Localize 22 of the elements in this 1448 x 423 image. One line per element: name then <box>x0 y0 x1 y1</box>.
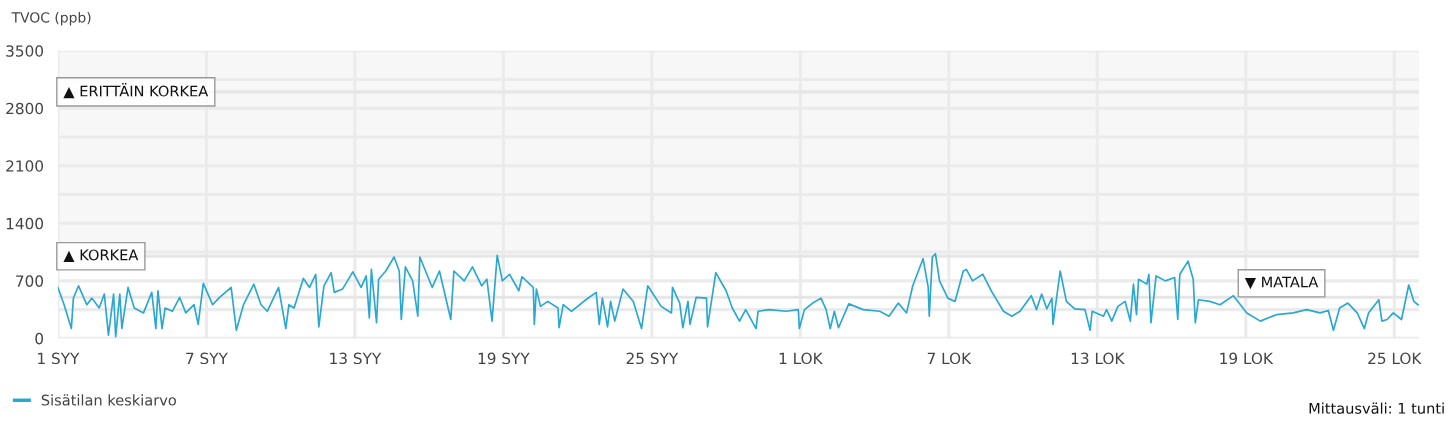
x-tick-label: 25 SYY <box>626 352 679 365</box>
x-tick-label: 19 LOK <box>1220 352 1274 365</box>
y-axis-title: TVOC (ppb) <box>11 11 91 26</box>
ref-line-label: ▲ ERITTÄIN KORKEA <box>63 83 209 99</box>
y-tick-label: 2100 <box>6 160 44 172</box>
x-tick-label: 19 SYY <box>478 352 530 365</box>
y-tick-label: 1400 <box>6 217 44 230</box>
legend-label: Sisätilan keskiarvo <box>41 394 176 406</box>
ref-line-label: ▲ KORKEA <box>63 249 139 263</box>
x-tick-label: 7 LOK <box>927 352 972 365</box>
x-tick-label: 7 SYY <box>186 352 228 365</box>
y-tick-label: 700 <box>16 275 44 287</box>
y-tick-label: 2800 <box>6 102 44 115</box>
x-tick-label: 1 LOK <box>779 352 823 365</box>
x-tick-label: 13 SYY <box>330 352 382 365</box>
x-tick-label: 13 LOK <box>1071 352 1125 365</box>
x-tick-label: 1 SYY <box>38 352 80 365</box>
x-tick-label: 25 LOK <box>1368 352 1422 365</box>
text: Mittausväli: 1 tunti <box>1309 402 1444 414</box>
y-tick-label: 0 <box>35 332 44 345</box>
ref-line-label: ▼ MATALA <box>1244 276 1319 290</box>
y-tick-label: 3500 <box>6 45 44 57</box>
